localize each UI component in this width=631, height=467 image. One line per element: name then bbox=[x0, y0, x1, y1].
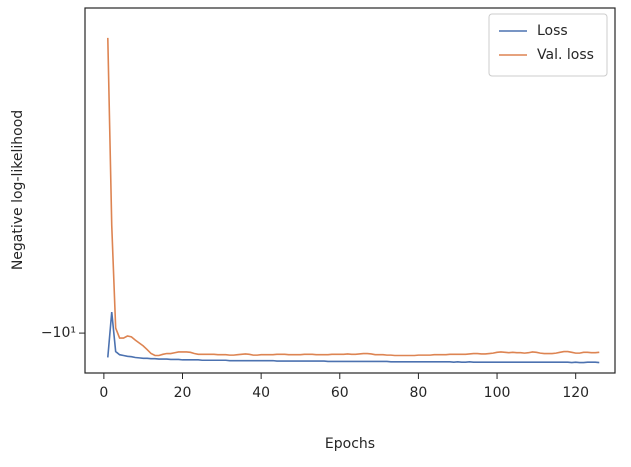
line-series bbox=[107, 37, 600, 357]
x-tick-label: 120 bbox=[562, 385, 589, 401]
plot-frame bbox=[84, 7, 616, 374]
legend-label: Val. loss bbox=[537, 47, 594, 63]
x-tick-label: 20 bbox=[174, 385, 192, 401]
y-tick-label: −10¹ bbox=[41, 325, 76, 341]
legend-box bbox=[488, 13, 608, 77]
x-tick-label: 60 bbox=[331, 385, 349, 401]
x-tick-label: 100 bbox=[484, 385, 511, 401]
legend-label: Loss bbox=[537, 23, 568, 39]
x-tick-label: 80 bbox=[409, 385, 427, 401]
y-axis-label: Negative log-likelihood bbox=[10, 110, 26, 270]
x-axis-label: Epochs bbox=[325, 436, 375, 452]
line-series bbox=[107, 311, 600, 364]
x-tick-label: 0 bbox=[99, 385, 108, 401]
x-tick-label: 40 bbox=[252, 385, 270, 401]
